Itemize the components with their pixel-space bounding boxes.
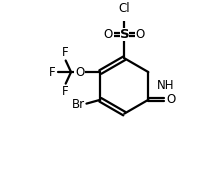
Text: F: F	[62, 46, 68, 59]
Text: O: O	[136, 28, 145, 41]
Text: O: O	[104, 28, 113, 41]
Text: S: S	[120, 28, 129, 41]
Text: F: F	[62, 85, 68, 98]
Text: F: F	[49, 66, 55, 78]
Text: NH: NH	[157, 79, 174, 92]
Text: Br: Br	[72, 98, 85, 111]
Text: O: O	[166, 93, 176, 106]
Text: O: O	[75, 66, 84, 78]
Text: Cl: Cl	[118, 2, 130, 15]
